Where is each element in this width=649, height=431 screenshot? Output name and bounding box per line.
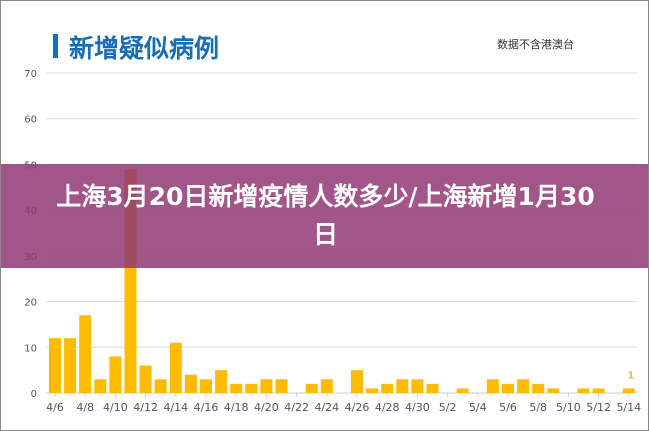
x-tick-label: 4/20 [254,401,279,414]
x-tick-label: 4/26 [345,401,370,414]
bar-5/7 [517,379,530,393]
x-tick-label: 4/12 [133,401,158,414]
x-tick-label: 4/24 [314,401,339,414]
bar-4/24 [320,379,333,393]
bar-4/27 [366,388,379,393]
chart-title: 新增疑似病例 [69,34,220,63]
bar-4/13 [154,379,167,393]
x-tick-label: 5/10 [556,401,581,414]
bar-4/8 [79,315,92,393]
bar-4/28 [381,383,394,393]
y-tick-label: 70 [24,69,37,80]
bar-4/15 [184,374,197,393]
title-accent-bar [53,34,58,58]
bar-4/9 [94,379,107,393]
bar-5/1 [426,383,439,393]
x-tick-label: 5/8 [529,401,547,414]
y-tick-label: 0 [31,389,37,400]
x-tick-label: 4/14 [163,401,188,414]
x-tick-label: 4/28 [375,401,400,414]
bar-5/14 [622,388,635,393]
bar-4/23 [305,383,318,393]
bar-4/6 [49,338,61,393]
y-tick-label: 20 [24,298,37,309]
x-tick-label: 5/14 [616,401,641,414]
x-tick-label: 4/6 [46,401,64,414]
x-tick-label: 5/6 [499,401,517,414]
x-tick-label: 4/30 [405,401,430,414]
y-tick-label: 10 [24,343,37,354]
x-tick-label: 4/8 [76,401,94,414]
bar-4/14 [169,342,182,393]
bar-4/10 [109,356,122,393]
x-tick-label: 4/22 [284,401,309,414]
bar-4/29 [396,379,409,393]
chart-note: 数据不含港澳台 [497,38,574,51]
bar-5/8 [532,383,545,393]
bar-5/11 [577,388,590,393]
x-tick-label: 4/16 [194,401,219,414]
bar-5/3 [456,388,469,393]
x-tick-label: 5/2 [439,401,457,414]
bar-4/12 [139,365,152,393]
bar-4/7 [64,338,77,393]
x-tick-label: 5/12 [586,401,611,414]
bar-4/21 [275,379,288,393]
y-tick-label: 60 [24,115,37,126]
bar-4/17 [215,370,228,393]
x-tick-label: 4/18 [224,401,249,414]
bar-5/9 [547,388,560,393]
x-tick-label: 4/10 [103,401,128,414]
bar-5/5 [486,379,499,393]
bar-4/18 [230,383,243,393]
data-label: 1 [627,370,634,381]
x-tick-label: 5/4 [469,401,487,414]
bar-4/19 [245,383,258,393]
bar-4/30 [411,379,424,393]
bar-5/12 [592,388,605,393]
bar-4/20 [260,379,273,393]
headline-banner: 上海3月20日新增疫情人数多少/上海新增1月30日 [1,164,648,268]
bar-5/6 [502,383,514,393]
bar-4/16 [200,379,212,393]
headline-text: 上海3月20日新增疫情人数多少/上海新增1月30日 [56,182,595,249]
bar-4/26 [351,370,363,393]
